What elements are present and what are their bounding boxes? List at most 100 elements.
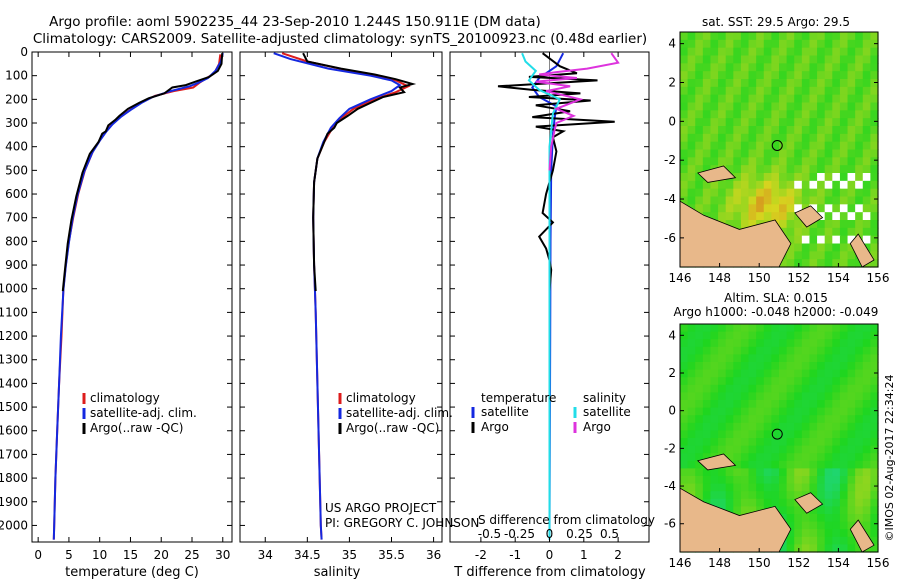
sst-map-cell bbox=[687, 188, 696, 198]
sla-map-cell bbox=[718, 324, 727, 333]
sst-map-cell bbox=[870, 196, 879, 205]
sst-map-cell bbox=[847, 204, 856, 213]
sla-map-cell bbox=[748, 422, 757, 431]
sst-map-cell bbox=[725, 32, 734, 41]
sst-map-cell bbox=[832, 86, 841, 96]
temperature-xtick-label: 20 bbox=[154, 548, 169, 562]
sla-map-cell bbox=[740, 460, 750, 469]
sst-map-cell bbox=[710, 141, 719, 151]
sst-map-cell bbox=[801, 118, 811, 127]
sla-map-cell bbox=[725, 438, 734, 447]
sst-map-cell bbox=[756, 110, 765, 119]
sla-map-cell bbox=[801, 346, 811, 355]
sst-map-cell bbox=[763, 165, 772, 174]
sst-map-cell bbox=[847, 180, 856, 190]
sst-map-cell bbox=[725, 63, 734, 72]
sla-map-cell bbox=[702, 407, 712, 416]
sla-map-cell bbox=[832, 483, 841, 492]
sla-map-cell bbox=[862, 483, 871, 492]
sla-map-cell bbox=[748, 400, 757, 409]
sst-map-cell bbox=[748, 165, 757, 174]
sla-map-cell bbox=[710, 346, 719, 355]
sst-map-cell bbox=[862, 110, 871, 119]
sla-map-cell bbox=[718, 354, 727, 363]
legend-label: Argo bbox=[481, 420, 509, 434]
sla-map-cell bbox=[763, 476, 772, 485]
sla-map-cell bbox=[756, 498, 765, 507]
sla-map-cell bbox=[740, 339, 750, 348]
sst-map-cell bbox=[725, 55, 734, 64]
sla-map-cell bbox=[779, 324, 788, 333]
sla-map-cell bbox=[771, 331, 780, 340]
sla-map-cell bbox=[832, 498, 841, 507]
sla-map-cell bbox=[695, 384, 704, 393]
sla-map-cell bbox=[862, 407, 871, 416]
sla-map-cell bbox=[832, 324, 841, 333]
sst-map-cell bbox=[855, 39, 864, 49]
sst-map-cell bbox=[839, 149, 849, 158]
sst-map-ytick-label: -4 bbox=[664, 192, 676, 206]
difference-t-series-salinity-argo bbox=[535, 52, 620, 171]
sst-map-cell bbox=[725, 180, 734, 190]
sla-map-cell bbox=[847, 460, 856, 469]
sst-map-cell bbox=[839, 118, 849, 127]
sst-map-cell bbox=[771, 39, 780, 49]
sla-map-cell bbox=[779, 362, 788, 371]
sst-map-cell bbox=[756, 149, 765, 158]
sst-map-cell bbox=[695, 173, 704, 182]
sla-map-cell bbox=[847, 354, 856, 363]
sst-map-cell bbox=[855, 173, 864, 182]
temperature-series-argo-raw-qc- bbox=[61, 53, 224, 292]
sla-map-cell bbox=[794, 476, 803, 485]
sst-map-cell bbox=[832, 243, 841, 252]
sla-map-cell bbox=[832, 354, 841, 363]
sla-map-cell bbox=[702, 438, 712, 447]
sst-map-cell bbox=[771, 102, 780, 111]
sla-map-cell bbox=[817, 430, 826, 439]
sst-map-cell bbox=[824, 173, 833, 182]
sst-map-cell bbox=[794, 102, 803, 111]
sst-map-cell bbox=[725, 196, 734, 205]
sst-map-cell bbox=[718, 118, 727, 127]
sla-map-cell bbox=[847, 392, 856, 401]
sla-map-cell bbox=[710, 483, 719, 492]
sla-map-cell bbox=[718, 392, 727, 401]
sla-map-cell bbox=[794, 384, 803, 393]
sst-map-cell bbox=[725, 141, 734, 151]
sst-map-cell bbox=[779, 196, 788, 205]
sst-map-cell bbox=[680, 110, 689, 119]
sla-map-cell bbox=[695, 438, 704, 447]
depth-tick-label: 1900 bbox=[0, 495, 28, 509]
sla-map-cell bbox=[809, 415, 818, 424]
sst-map-cell bbox=[695, 204, 704, 213]
sla-map-cell bbox=[847, 445, 856, 454]
sst-map-cell bbox=[870, 251, 879, 260]
sst-map-cell bbox=[809, 259, 818, 268]
sst-map-cell bbox=[733, 94, 742, 104]
sla-map-cell bbox=[839, 506, 849, 515]
sst-map-cell bbox=[687, 94, 696, 104]
sst-map-cell bbox=[756, 32, 765, 41]
sst-map-cell bbox=[740, 149, 750, 158]
sst-map-cell bbox=[740, 47, 750, 57]
sst-map-cell bbox=[794, 71, 803, 80]
sst-map-cell bbox=[847, 118, 856, 127]
sst-map-cell bbox=[786, 118, 795, 127]
sst-map-cell bbox=[824, 63, 833, 72]
sst-map-cell bbox=[855, 133, 864, 143]
sst-map-cell bbox=[771, 126, 780, 135]
sla-map-cell bbox=[763, 422, 772, 431]
sla-map-cell bbox=[870, 377, 879, 386]
sst-map-cell bbox=[862, 47, 871, 57]
sst-map-cell bbox=[702, 110, 712, 119]
sst-map-cell bbox=[862, 227, 871, 237]
sla-map-cell bbox=[817, 506, 826, 515]
difference-legend: temperaturesatelliteArgosalinitysatellit… bbox=[471, 391, 631, 434]
sst-map-cell bbox=[771, 204, 780, 213]
sst-map-cell bbox=[718, 55, 727, 64]
sst-map-cell bbox=[695, 47, 704, 57]
sla-map-cell bbox=[695, 346, 704, 355]
sla-map-cell bbox=[862, 339, 871, 348]
sla-map-cell bbox=[794, 468, 803, 477]
sla-map-cell bbox=[763, 453, 772, 462]
